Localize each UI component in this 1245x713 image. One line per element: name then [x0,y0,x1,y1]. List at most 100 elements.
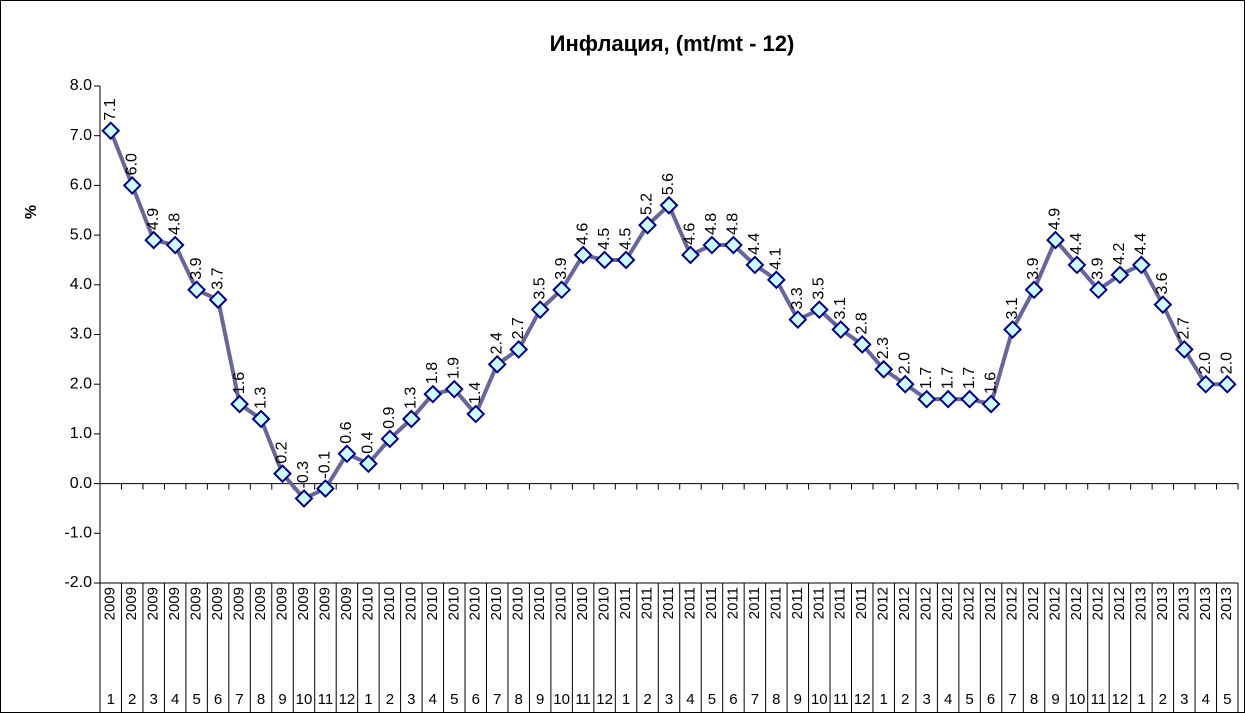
data-label: 6.0 [123,153,140,175]
category-year: 2011 [724,587,741,619]
marker [1131,255,1151,275]
marker [1196,374,1216,394]
y-tick-label: -2.0 [64,574,92,591]
marker [638,215,657,235]
x-tick-label: 8 [257,691,265,708]
data-label: 4.6 [574,223,591,245]
category-year: 2012 [1089,587,1106,620]
x-tick-label: 6 [729,691,737,708]
marker [1046,230,1065,250]
category-year: 2012 [1046,587,1063,620]
data-label: 7.1 [102,98,119,120]
category-year: 2011 [767,587,784,619]
x-tick-label: 9 [278,691,286,708]
marker [573,245,593,265]
data-label: 0.4 [360,431,377,453]
category-year: 2011 [789,587,806,619]
data-label: 1.7 [918,367,935,389]
data-label: 2.0 [1197,352,1214,374]
data-label: 2.4 [488,332,505,354]
data-label: 5.6 [660,173,677,195]
category-year: 2011 [703,587,720,619]
data-label: 1.3 [403,387,420,409]
x-tick-label: 5 [192,691,200,708]
x-tick-label: 8 [515,691,523,708]
y-tick-label: 4.0 [70,276,92,293]
category-year: 2010 [596,587,613,620]
data-label: 1.6 [231,372,248,394]
x-tick-label: 12 [596,691,613,708]
data-label: 4.6 [682,223,699,245]
marker [1174,339,1194,359]
marker [1003,320,1022,339]
category-year: 2010 [531,587,548,620]
marker [487,354,507,374]
y-tick-label: 1.0 [70,425,92,442]
data-label: 4.1 [768,247,785,269]
x-tick-label: 2 [643,691,651,708]
category-year: 2013 [1132,587,1149,620]
category-year: 2012 [896,587,913,620]
x-tick-label: 6 [214,691,222,708]
category-year: 2012 [1025,587,1042,620]
data-label: 2.3 [875,337,892,359]
data-label: 2.7 [510,317,527,339]
data-label: 3.5 [531,277,548,299]
category-year: 2013 [1218,587,1235,620]
data-label: 4.9 [1047,208,1064,230]
x-tick-label: 3 [922,691,930,708]
marker [745,255,765,275]
category-year: 2011 [810,587,827,619]
data-label: 4.4 [1068,233,1085,255]
category-year: 2011 [832,587,849,619]
x-tick-label: 5 [965,691,973,708]
data-label: 3.3 [789,287,806,309]
category-year: 2010 [381,587,398,620]
x-tick-label: 4 [171,691,179,708]
marker [101,121,121,141]
x-tick-label: 4 [686,691,694,708]
category-year: 2009 [145,587,162,620]
x-tick-label: 3 [665,691,673,708]
data-label: 3.6 [1154,272,1171,294]
data-label: 1.7 [939,367,956,389]
x-tick-label: 8 [1030,691,1038,708]
x-tick-label: 10 [553,691,570,708]
category-year: 2012 [939,587,956,620]
chart-title: Инфлация, (mt/mt - 12) [550,31,795,56]
marker [659,195,679,215]
category-year: 2010 [467,587,484,620]
x-tick-label: 12 [1112,691,1129,708]
data-label: 2.8 [853,312,870,334]
marker [401,409,421,429]
marker [337,444,357,464]
marker [273,464,292,484]
marker [358,454,378,474]
category-year: 2012 [961,587,978,620]
data-label: 0.6 [338,421,355,443]
data-label: 1.8 [424,362,441,384]
data-label: 3.9 [188,257,205,279]
x-tick-label: 4 [429,691,437,708]
marker [251,409,271,429]
category-year: 2011 [638,587,655,619]
data-label: 4.4 [746,233,763,255]
x-tick-label: 10 [296,691,313,708]
x-tick-label: 2 [128,691,136,708]
x-tick-label: 10 [811,691,828,708]
x-tick-label: 6 [987,691,995,708]
category-year: 2010 [553,587,570,620]
marker [509,339,529,359]
marker [552,280,572,300]
data-label: 3.7 [209,267,226,289]
category-year: 2011 [681,587,698,619]
marker [724,235,743,255]
category-year: 2013 [1154,587,1171,620]
x-tick-label: 8 [772,691,780,708]
data-label: 5.2 [639,193,656,215]
marker [423,384,443,404]
marker [380,429,400,449]
marker [874,359,894,379]
category-year: 2012 [918,587,935,620]
x-tick-label: 5 [708,691,716,708]
